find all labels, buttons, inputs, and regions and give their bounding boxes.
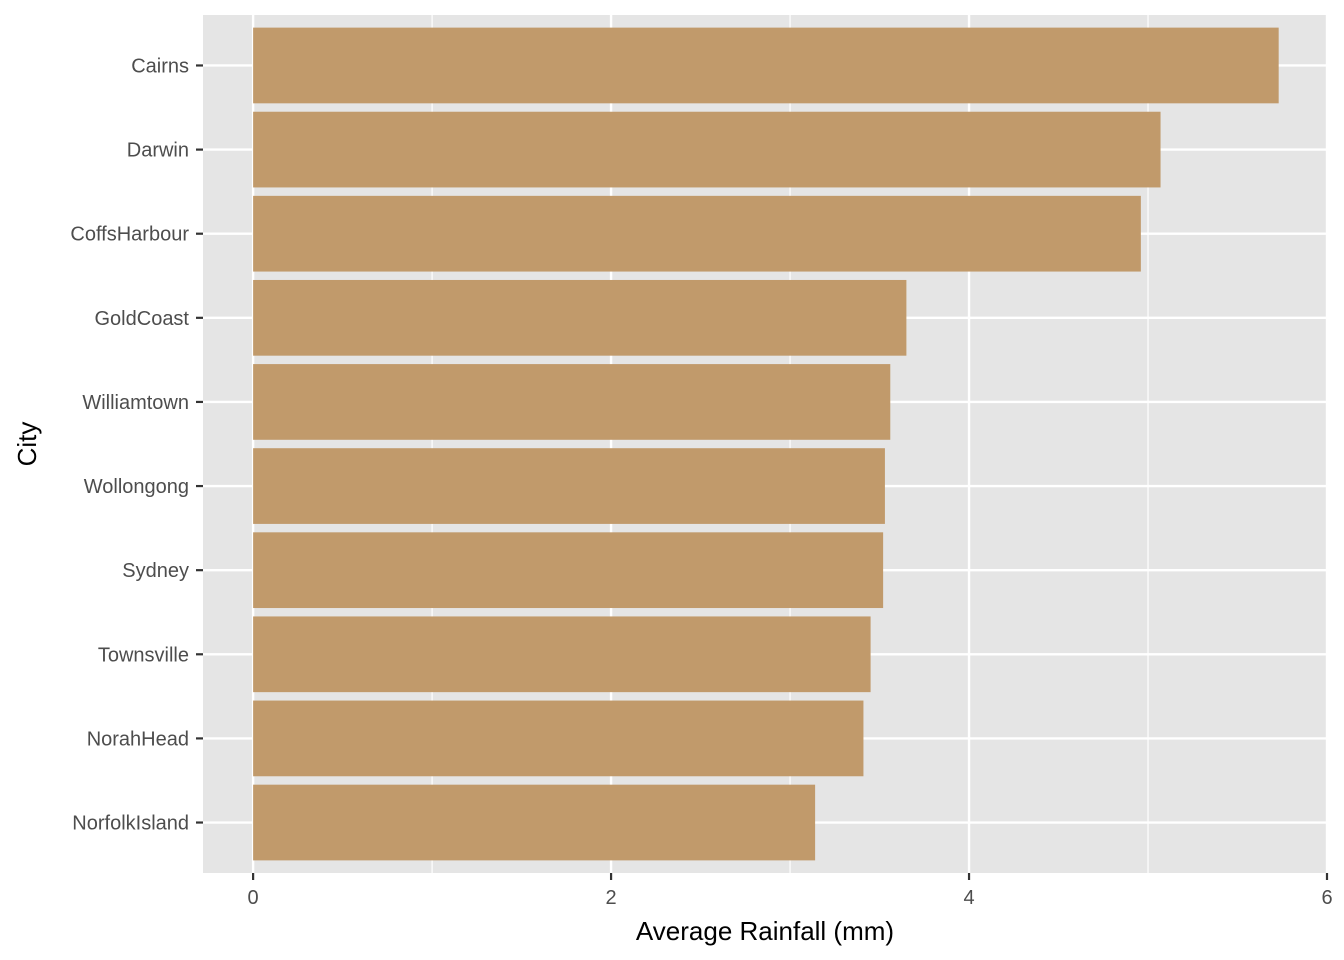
y-tick-label: NorfolkIsland [72, 813, 189, 835]
x-axis-title: Average Rainfall (mm) [636, 916, 894, 946]
bar [253, 448, 885, 524]
y-tick-label: NorahHead [87, 728, 189, 750]
y-tick-label: Townsville [98, 644, 189, 666]
bar [253, 195, 1141, 272]
bar [253, 111, 1161, 188]
bar [253, 27, 1279, 104]
x-axis-ticks: 0 2 4 6 [248, 873, 1333, 909]
y-tick-label: Wollongong [84, 476, 189, 498]
bars [253, 27, 1279, 861]
bar [253, 364, 891, 440]
x-tick-label: 4 [963, 887, 974, 909]
bar [253, 616, 871, 693]
y-tick-label: Darwin [127, 140, 189, 162]
y-tick-label: Williamtown [82, 392, 189, 414]
bar [253, 784, 816, 861]
bar [253, 700, 864, 777]
bar [253, 532, 884, 609]
x-tick-label: 2 [606, 887, 617, 909]
y-tick-label: CoffsHarbour [70, 224, 189, 246]
x-tick-label: 0 [248, 887, 259, 909]
y-axis-ticks: Cairns Darwin CoffsHarbour GoldCoast William… [70, 55, 203, 835]
bar [253, 279, 907, 356]
y-axis-title: City [12, 422, 42, 467]
y-tick-label: Sydney [122, 560, 189, 582]
x-tick-label: 6 [1321, 887, 1332, 909]
y-tick-label: Cairns [131, 55, 189, 77]
y-tick-label: GoldCoast [95, 308, 190, 330]
